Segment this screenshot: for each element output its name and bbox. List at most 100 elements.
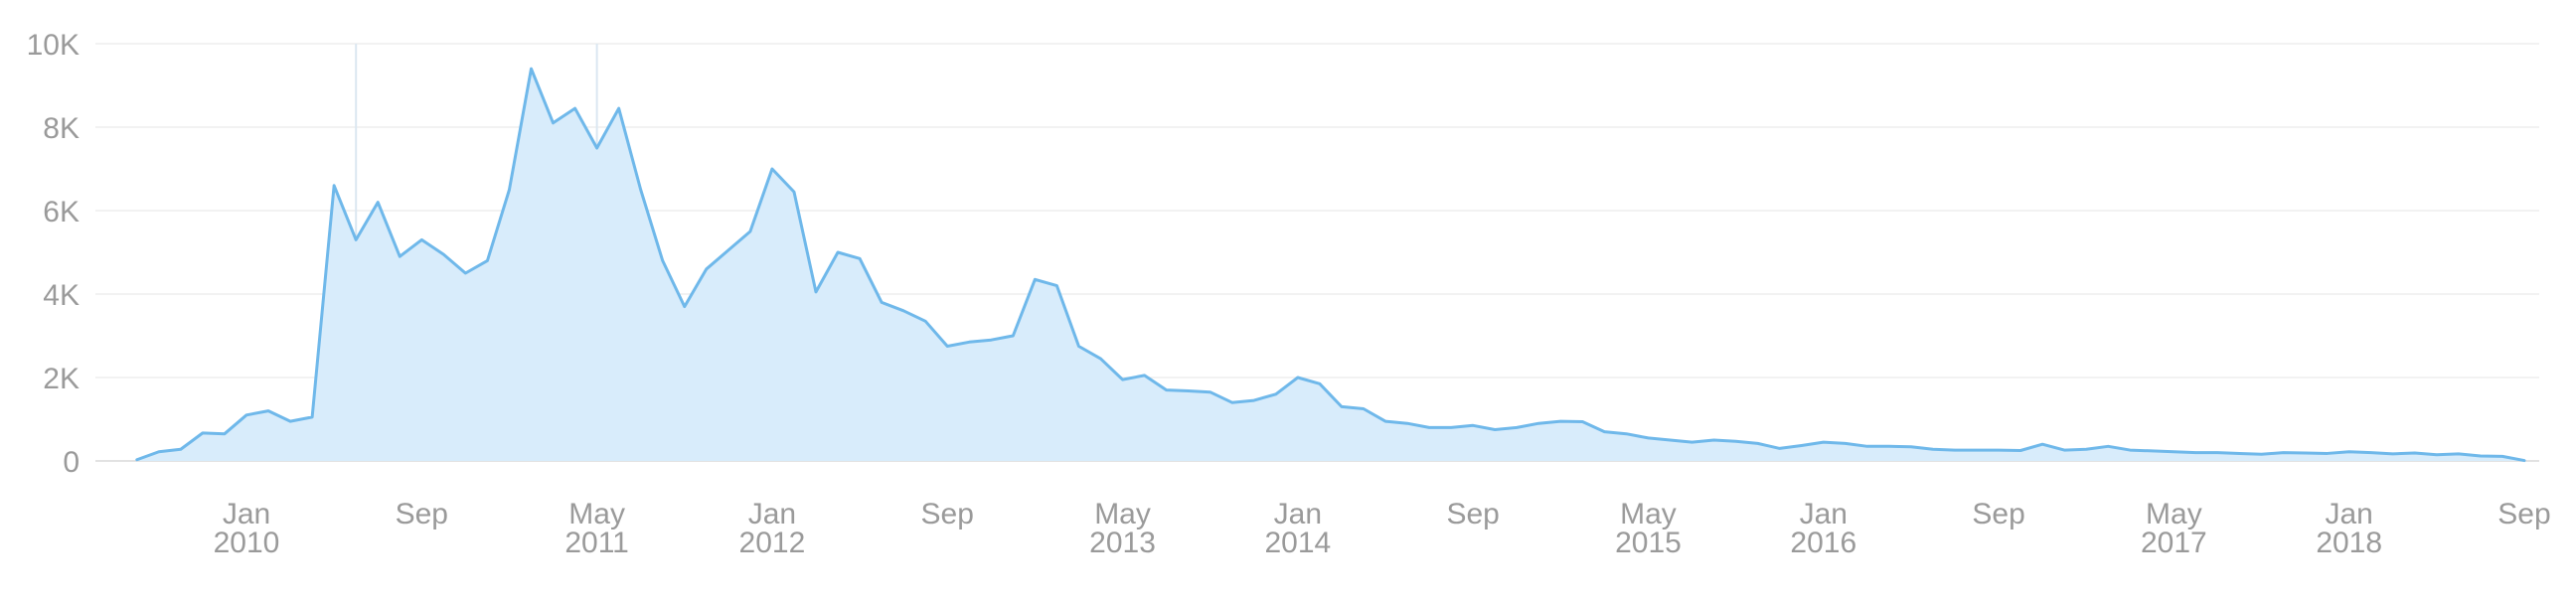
data-point — [814, 289, 819, 294]
data-point — [791, 190, 796, 195]
data-point — [1755, 441, 1760, 446]
data-point — [2215, 450, 2220, 455]
y-tick-label: 10K — [27, 29, 80, 62]
data-point — [1383, 419, 1388, 424]
data-point — [1471, 423, 1476, 428]
data-point — [1405, 421, 1410, 426]
x-tick-year-label: 2011 — [564, 527, 629, 559]
data-point — [1251, 398, 1256, 403]
x-tick-label: May — [1094, 498, 1151, 530]
x-tick-label: Sep — [1972, 498, 2024, 530]
data-point — [880, 300, 885, 305]
y-tick-label: 8K — [43, 112, 80, 145]
data-point — [354, 237, 359, 242]
data-point — [266, 408, 271, 413]
x-tick-label: Sep — [921, 498, 974, 530]
data-point — [747, 229, 752, 234]
data-point — [2062, 448, 2067, 453]
data-point — [572, 106, 577, 111]
x-tick-label: Jan — [1274, 498, 1322, 530]
x-tick-label: Jan — [2326, 498, 2373, 530]
x-tick-label: May — [2146, 498, 2202, 530]
data-point — [463, 271, 468, 276]
data-point — [2325, 451, 2330, 456]
data-point — [485, 258, 490, 263]
data-point — [1361, 406, 1366, 411]
data-point — [1164, 387, 1169, 392]
data-point — [1427, 425, 1432, 430]
data-point — [594, 146, 599, 151]
data-point — [704, 266, 709, 271]
data-point — [507, 188, 512, 193]
data-point — [2084, 447, 2089, 452]
data-point — [2172, 449, 2176, 454]
data-point — [1602, 429, 1607, 434]
data-point — [1821, 440, 1826, 445]
data-point — [2412, 451, 2417, 456]
data-point — [1886, 444, 1891, 449]
data-point — [858, 256, 863, 261]
data-point — [1580, 419, 1585, 424]
data-point — [2478, 453, 2483, 458]
x-tick-year-label: 2012 — [739, 527, 806, 559]
data-point — [244, 412, 249, 417]
data-point — [529, 67, 534, 72]
y-tick-label: 2K — [43, 363, 80, 395]
data-point — [1208, 389, 1212, 394]
data-point — [332, 183, 337, 188]
data-point — [1229, 400, 1234, 405]
y-axis-ticks: 0 2K 4K 6K 8K 10K — [27, 29, 80, 479]
y-tick-label: 4K — [43, 279, 80, 312]
data-point — [1273, 391, 1278, 396]
data-point — [2368, 450, 2373, 455]
data-point — [2040, 442, 2045, 447]
data-point — [1733, 439, 1738, 444]
data-point — [2237, 451, 2242, 456]
data-point — [1799, 443, 1804, 448]
data-point — [1142, 373, 1147, 378]
data-point — [1711, 438, 1716, 443]
data-point — [1997, 448, 2002, 453]
data-point — [1011, 334, 1016, 339]
x-tick-year-label: 2018 — [2316, 527, 2382, 559]
x-tick-label: Sep — [396, 498, 448, 530]
data-point — [2434, 452, 2439, 457]
data-point — [989, 338, 994, 343]
data-point — [1295, 376, 1300, 380]
data-point — [134, 457, 139, 462]
x-tick-label: Jan — [223, 498, 270, 530]
data-point — [2346, 449, 2351, 454]
data-point — [616, 106, 621, 111]
data-point — [419, 237, 424, 242]
data-point — [222, 431, 227, 436]
data-point — [1317, 381, 1322, 386]
x-tick-year-label: 2010 — [214, 527, 280, 559]
data-point — [1098, 357, 1103, 362]
data-point — [2018, 448, 2023, 453]
data-point — [2106, 444, 2111, 449]
y-tick-label: 0 — [63, 446, 80, 479]
data-point — [376, 200, 381, 205]
data-point — [1953, 448, 1958, 453]
data-point — [1646, 435, 1651, 440]
data-point — [2128, 448, 2133, 453]
data-point — [1120, 378, 1125, 382]
data-point — [398, 254, 402, 259]
data-point — [1076, 344, 1081, 349]
data-point — [1449, 425, 1454, 430]
data-point — [769, 167, 774, 172]
data-point — [441, 252, 446, 257]
data-point — [725, 247, 730, 252]
data-point — [551, 120, 556, 125]
data-point — [2281, 450, 2286, 455]
x-tick-label: Jan — [1800, 498, 1848, 530]
series-area-fill — [136, 69, 2524, 461]
data-point — [1054, 283, 1059, 288]
data-point — [2150, 448, 2155, 453]
data-point — [1493, 427, 1498, 432]
data-point — [1515, 425, 1520, 430]
series-line — [135, 67, 2526, 463]
data-point — [2390, 451, 2395, 456]
